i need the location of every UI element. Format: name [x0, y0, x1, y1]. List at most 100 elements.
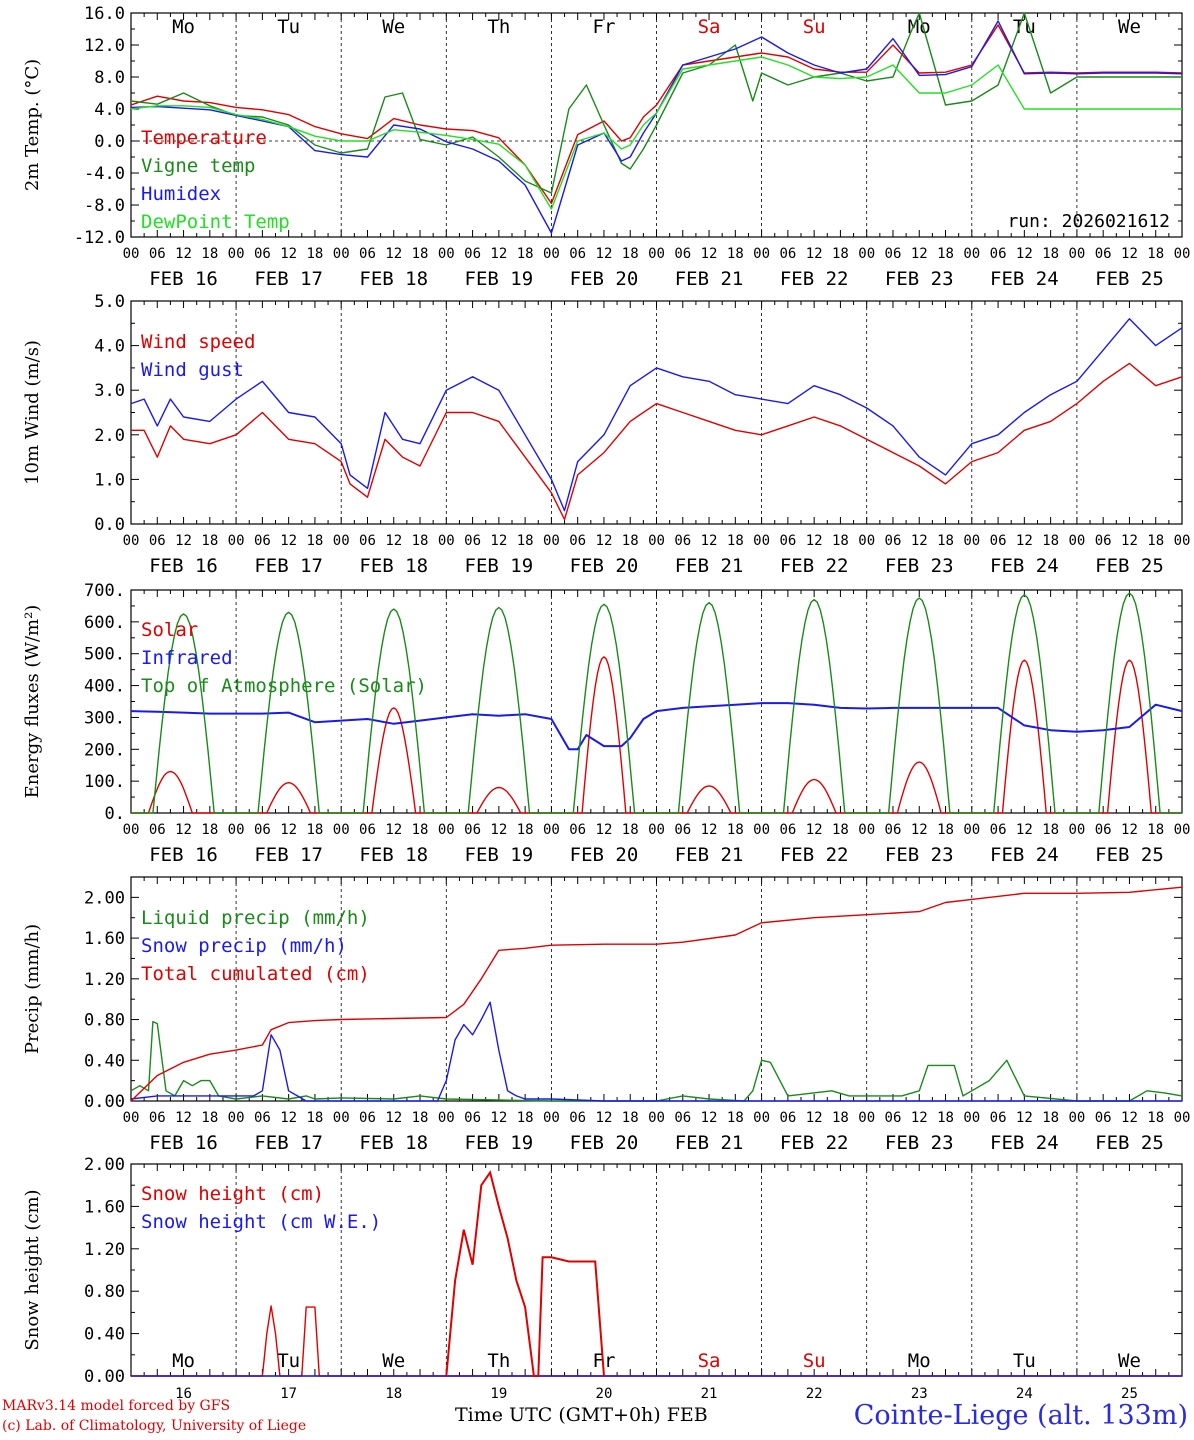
- snow-legend-item: Snow height (cm): [141, 1183, 324, 1205]
- wind-y-tick-label: 5.0: [94, 292, 125, 312]
- precip-x-hour-label: 18: [201, 1110, 218, 1126]
- wind-y-tick-label: 0.0: [94, 515, 125, 535]
- energy-x-hour-label: 12: [385, 822, 402, 838]
- precip-x-date-label: FEB 25: [1095, 1132, 1164, 1154]
- wind-legend-item: Wind speed: [141, 331, 255, 353]
- wind-x-hour-label: 00: [1174, 533, 1191, 549]
- wind-x-hour-label: 06: [1095, 533, 1112, 549]
- temp-y-tick-label: 4.0: [94, 100, 125, 120]
- temp-x-date-label: FEB 20: [570, 268, 639, 290]
- temp-x-hour-label: 12: [280, 246, 297, 262]
- energy-x-date-label: FEB 18: [359, 844, 428, 866]
- temp-x-date-label: FEB 22: [780, 268, 849, 290]
- precip-y-tick-label: 0.80: [84, 1011, 125, 1031]
- wind-x-hour-label: 12: [1016, 533, 1033, 549]
- energy-x-date-label: FEB 24: [990, 844, 1059, 866]
- precip-x-hour-label: 06: [254, 1110, 271, 1126]
- precip-x-hour-label: 12: [175, 1110, 192, 1126]
- precip-x-date-label: FEB 16: [149, 1132, 218, 1154]
- day-label-top: Tu: [277, 16, 300, 38]
- energy-x-hour-label: 18: [1147, 822, 1164, 838]
- precip-x-hour-label: 00: [753, 1110, 770, 1126]
- energy-x-hour-label: 18: [622, 822, 639, 838]
- precip-x-date-label: FEB 21: [675, 1132, 744, 1154]
- wind-x-date-label: FEB 16: [149, 555, 218, 577]
- precip-x-hour-label: 00: [1174, 1110, 1191, 1126]
- energy-x-hour-label: 00: [753, 822, 770, 838]
- wind-x-hour-label: 12: [806, 533, 823, 549]
- energy-x-hour-label: 06: [885, 822, 902, 838]
- precip-x-hour-label: 06: [885, 1110, 902, 1126]
- day-label-bottom: We: [1118, 1350, 1141, 1372]
- temp-x-hour-label: 18: [201, 246, 218, 262]
- energy-x-hour-label: 12: [490, 822, 507, 838]
- precip-x-date-label: FEB 20: [570, 1132, 639, 1154]
- wind-x-hour-label: 00: [753, 533, 770, 549]
- wind-x-hour-label: 00: [438, 533, 455, 549]
- temp-series-1: [130, 12, 1182, 194]
- energy-x-hour-label: 18: [201, 822, 218, 838]
- wind-x-hour-label: 18: [306, 533, 323, 549]
- temp-x-date-label: FEB 19: [465, 268, 534, 290]
- temp-x-hour-label: 18: [412, 246, 429, 262]
- day-number-label: 24: [1016, 1386, 1033, 1402]
- precip-x-date-label: FEB 17: [254, 1132, 323, 1154]
- wind-x-hour-label: 00: [858, 533, 875, 549]
- wind-x-hour-label: 06: [674, 533, 691, 549]
- energy-x-date-label: FEB 19: [465, 844, 534, 866]
- energy-y-tick-label: 600.: [84, 613, 125, 633]
- wind-x-hour-label: 12: [701, 533, 718, 549]
- precip-y-tick-label: 0.00: [84, 1092, 125, 1112]
- precip-legend-item: Liquid precip (mm/h): [141, 907, 370, 929]
- day-label-bottom: Tu: [1013, 1350, 1036, 1372]
- snow-series-snow-depth-extra: [445, 1170, 605, 1377]
- temp-x-hour-label: 00: [123, 246, 140, 262]
- wind-x-hour-label: 00: [963, 533, 980, 549]
- precip-x-hour-label: 18: [727, 1110, 744, 1126]
- temp-series-0: [130, 24, 1183, 205]
- temp-legend-item: DewPoint Temp: [141, 211, 290, 233]
- temp-x-date-label: FEB 23: [885, 268, 954, 290]
- energy-x-hour-label: 06: [674, 822, 691, 838]
- wind-x-hour-label: 12: [490, 533, 507, 549]
- day-label-top: Th: [487, 16, 510, 38]
- precip-x-hour-label: 12: [806, 1110, 823, 1126]
- wind-x-hour-label: 06: [779, 533, 796, 549]
- energy-x-hour-label: 00: [648, 822, 665, 838]
- energy-y-tick-label: 400.: [84, 677, 125, 697]
- temp-x-hour-label: 06: [674, 246, 691, 262]
- energy-x-date-label: FEB 22: [780, 844, 849, 866]
- day-label-bottom: Mo: [908, 1350, 931, 1372]
- wind-x-hour-label: 12: [911, 533, 928, 549]
- precip-x-hour-label: 06: [779, 1110, 796, 1126]
- precip-x-hour-label: 18: [1147, 1110, 1164, 1126]
- energy-x-hour-label: 06: [1095, 822, 1112, 838]
- day-label-top: Mo: [908, 16, 931, 38]
- energy-x-hour-label: 06: [149, 822, 166, 838]
- wind-x-hour-label: 18: [201, 533, 218, 549]
- energy-y-tick-label: 300.: [84, 708, 125, 728]
- energy-x-hour-label: 00: [228, 822, 245, 838]
- precip-x-hour-label: 18: [517, 1110, 534, 1126]
- energy-y-tick-label: 700.: [84, 581, 125, 601]
- temp-x-hour-label: 12: [806, 246, 823, 262]
- temp-x-hour-label: 06: [359, 246, 376, 262]
- energy-x-hour-label: 00: [123, 822, 140, 838]
- energy-x-hour-label: 12: [175, 822, 192, 838]
- snow-y-tick-label: 2.00: [84, 1155, 125, 1175]
- precip-x-hour-label: 00: [333, 1110, 350, 1126]
- precip-series-2: [130, 886, 1183, 1102]
- temp-x-hour-label: 12: [911, 246, 928, 262]
- precip-x-hour-label: 06: [569, 1110, 586, 1126]
- snow-legend-item: Snow height (cm W.E.): [141, 1211, 381, 1233]
- wind-x-hour-label: 06: [569, 533, 586, 549]
- temp-x-hour-label: 12: [385, 246, 402, 262]
- precip-x-hour-label: 12: [490, 1110, 507, 1126]
- snow-y-axis-label: Snow height (cm): [22, 1189, 43, 1350]
- wind-x-hour-label: 00: [648, 533, 665, 549]
- day-number-label: 22: [806, 1386, 823, 1402]
- precip-x-hour-label: 12: [1121, 1110, 1138, 1126]
- precip-x-hour-label: 18: [832, 1110, 849, 1126]
- energy-x-date-label: FEB 23: [885, 844, 954, 866]
